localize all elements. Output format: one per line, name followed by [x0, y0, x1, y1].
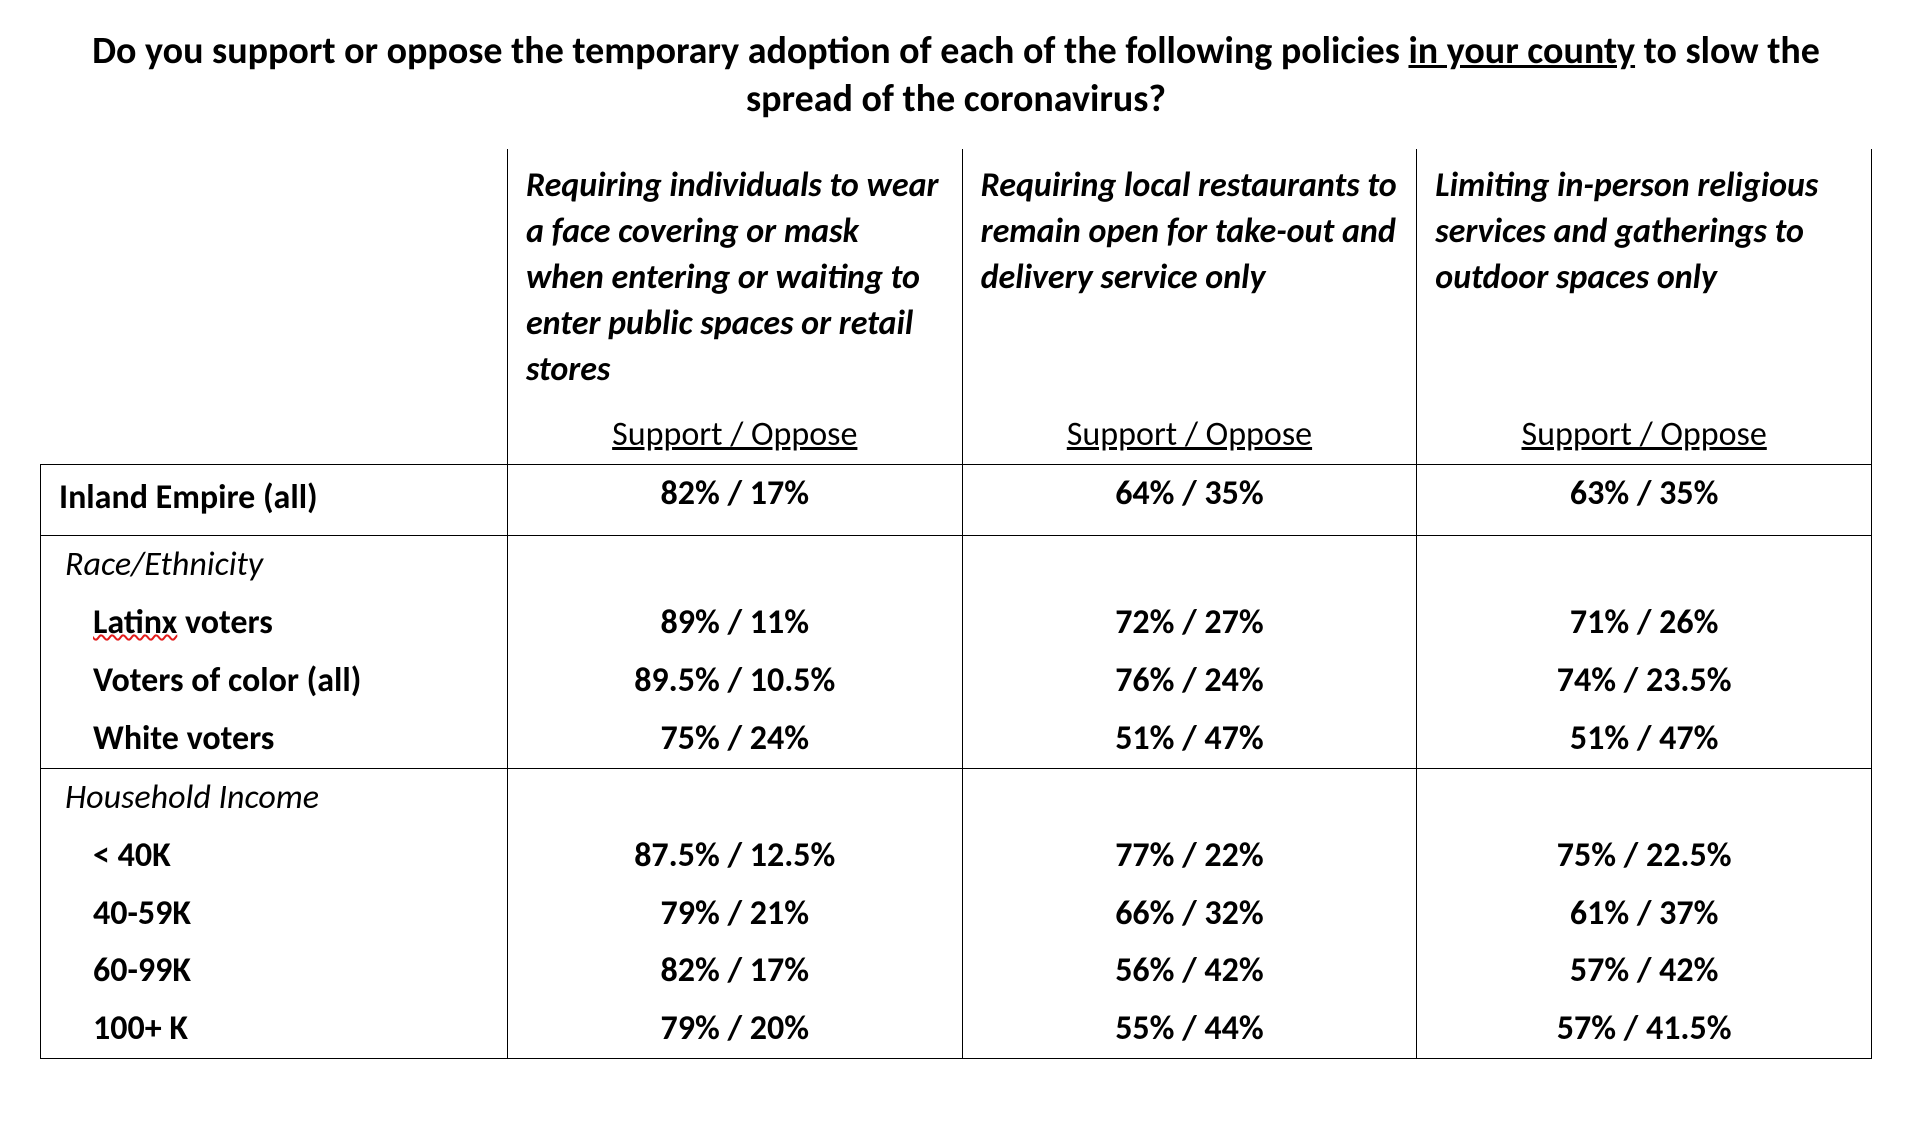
all-region-q1: 82% / 17% [507, 465, 962, 536]
header-blank [41, 149, 508, 406]
row-label-latinx: Latinx voters [41, 594, 508, 652]
section-heading-income: Household Income [41, 768, 508, 826]
column-header-q1: Requiring individuals to wear a face cov… [507, 149, 962, 406]
support-oppose-q3: Support / Oppose [1417, 406, 1872, 464]
table-header-row: Requiring individuals to wear a face cov… [41, 149, 1872, 406]
column-header-q3: Limiting in-person religious services an… [1417, 149, 1872, 406]
table-row: White voters 75% / 24% 51% / 47% 51% / 4… [41, 710, 1872, 768]
all-region-row: Inland Empire (all) 82% / 17% 64% / 35% … [41, 465, 1872, 536]
cell-value: 51% / 47% [962, 710, 1417, 768]
cell-value: 57% / 41.5% [1417, 1000, 1872, 1058]
support-oppose-row: Support / Oppose Support / Oppose Suppor… [41, 406, 1872, 464]
cell-value: 79% / 20% [507, 1000, 962, 1058]
table-row: 40-59K 79% / 21% 66% / 32% 61% / 37% [41, 885, 1872, 943]
cell-value: 75% / 24% [507, 710, 962, 768]
section-heading-race: Race/Ethnicity [41, 536, 508, 594]
cell-value: 89.5% / 10.5% [507, 652, 962, 710]
table-row: 100+ K 79% / 20% 55% / 44% 57% / 41.5% [41, 1000, 1872, 1058]
table-row: Latinx voters 89% / 11% 72% / 27% 71% / … [41, 594, 1872, 652]
label-spellcheck: Latinx [93, 602, 177, 643]
cell-empty [1417, 536, 1872, 594]
support-oppose-blank [41, 406, 508, 464]
label-post: voters [177, 602, 272, 643]
cell-empty [507, 536, 962, 594]
cell-value: 66% / 32% [962, 885, 1417, 943]
cell-value: 75% / 22.5% [1417, 827, 1872, 885]
row-label: 40-59K [41, 885, 508, 943]
section-heading-row: Race/Ethnicity [41, 536, 1872, 594]
table-row: < 40K 87.5% / 12.5% 77% / 22% 75% / 22.5… [41, 827, 1872, 885]
cell-value: 76% / 24% [962, 652, 1417, 710]
cell-value: 61% / 37% [1417, 885, 1872, 943]
cell-empty [1417, 768, 1872, 826]
all-region-label: Inland Empire (all) [41, 465, 508, 536]
cell-empty [962, 768, 1417, 826]
cell-value: 87.5% / 12.5% [507, 827, 962, 885]
section-heading-row: Household Income [41, 768, 1872, 826]
support-oppose-q1: Support / Oppose [507, 406, 962, 464]
cell-value: 57% / 42% [1417, 942, 1872, 1000]
survey-table: Requiring individuals to wear a face cov… [40, 149, 1872, 1059]
cell-value: 72% / 27% [962, 594, 1417, 652]
title-underlined: in your county [1408, 28, 1635, 74]
row-label: < 40K [41, 827, 508, 885]
cell-value: 74% / 23.5% [1417, 652, 1872, 710]
row-label: 100+ K [41, 1000, 508, 1058]
all-region-q2: 64% / 35% [962, 465, 1417, 536]
cell-value: 71% / 26% [1417, 594, 1872, 652]
column-header-q2: Requiring local restaurants to remain op… [962, 149, 1417, 406]
row-label: White voters [41, 710, 508, 768]
cell-value: 89% / 11% [507, 594, 962, 652]
cell-empty [507, 768, 962, 826]
cell-value: 56% / 42% [962, 942, 1417, 1000]
table-row: Voters of color (all) 89.5% / 10.5% 76% … [41, 652, 1872, 710]
cell-value: 51% / 47% [1417, 710, 1872, 768]
cell-value: 82% / 17% [507, 942, 962, 1000]
row-label: 60-99K [41, 942, 508, 1000]
all-region-q3: 63% / 35% [1417, 465, 1872, 536]
page-root: Do you support or oppose the temporary a… [0, 0, 1912, 1131]
row-label: Voters of color (all) [41, 652, 508, 710]
table-row: 60-99K 82% / 17% 56% / 42% 57% / 42% [41, 942, 1872, 1000]
survey-question-title: Do you support or oppose the temporary a… [40, 28, 1872, 123]
cell-value: 77% / 22% [962, 827, 1417, 885]
title-pre: Do you support or oppose the temporary a… [92, 28, 1408, 74]
cell-value: 79% / 21% [507, 885, 962, 943]
cell-empty [962, 536, 1417, 594]
cell-value: 55% / 44% [962, 1000, 1417, 1058]
support-oppose-q2: Support / Oppose [962, 406, 1417, 464]
